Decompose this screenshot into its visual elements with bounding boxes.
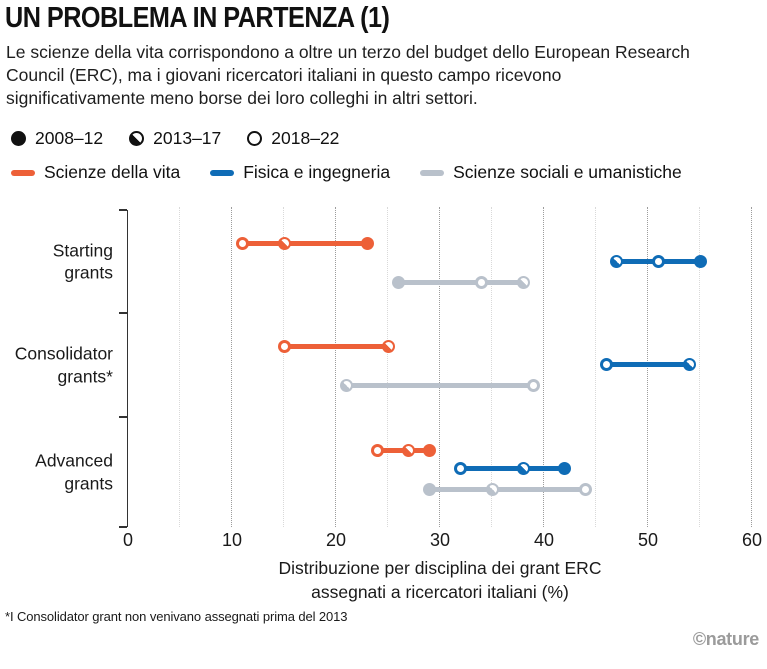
chart-description: Le scienze della vita corrispondono a ol… [6,42,690,109]
legend-item-2013-17: 2013–17 [129,128,221,149]
legend-label: Scienze della vita [44,162,181,183]
legend-label: Scienze sociali e umanistiche [453,162,682,183]
gridline [751,207,752,527]
data-point-half [683,357,697,371]
data-point-open [599,357,613,371]
legend-label: Fisica e ingegneria [243,162,391,183]
range-line [284,343,388,349]
data-point-open [651,254,665,268]
x-tick-label: 60 [741,530,763,550]
data-point-open [475,275,489,289]
legend-item-2008-12: 2008–12 [11,128,103,149]
data-point-open [579,482,593,496]
period-legend: 2008–12 2013–17 2018–22 [5,128,767,149]
data-point-half [485,482,499,496]
range-line [242,240,368,246]
data-point-half [339,378,353,392]
gridline [335,207,336,527]
x-axis-label: Distribuzione per disciplina dei grant E… [278,558,602,602]
legend-item-scienze-sociali: Scienze sociali e umanistiche [420,162,682,183]
gridline [439,207,440,527]
legend-label: 2013–17 [153,128,222,149]
gridline [179,207,180,527]
x-tick-label: 40 [533,530,555,550]
nature-credit: ©nature [692,629,759,649]
range-line [460,465,565,471]
gridline [543,207,544,527]
data-point-half [610,254,624,268]
legend-item-scienze-della-vita: Scienze della vita [11,162,180,183]
data-point-filled [423,443,437,457]
header: UN PROBLEMA IN PARTENZA (1) Le scienze d… [0,0,767,183]
gridline [231,207,232,527]
data-point-filled [423,482,437,496]
data-point-open [454,461,468,475]
data-point-open [527,378,541,392]
category-label: Consolidator grants* [14,343,113,386]
gray-dash-icon [420,169,445,176]
x-tick-label: 20 [325,530,347,550]
data-point-half [381,339,395,353]
data-point-open [371,443,385,457]
y-axis-line [126,210,129,527]
x-tick-label: 50 [637,530,659,550]
range-line [606,361,690,367]
data-point-half [516,275,530,289]
gridline [387,207,388,527]
data-point-filled [391,275,405,289]
legend-item-fisica-e-ingegneria: Fisica e ingegneria [210,162,390,183]
category-label: Starting grants [52,239,113,283]
axis-tick [119,312,127,314]
gridline [647,207,648,527]
range-line [398,279,524,285]
footnote: *I Consolidator grant non venivano asseg… [5,609,348,624]
data-point-half [402,443,416,457]
orange-dash-icon [11,169,35,176]
open-circle-icon [247,131,263,147]
series-legend: Scienze della vita Fisica e ingegneria S… [5,162,767,183]
range-line [346,382,534,388]
blue-dash-icon [210,169,235,176]
legend-label: 2008–12 [35,128,104,149]
data-point-half [277,236,291,250]
legend-item-2018-22: 2018–22 [247,128,339,149]
x-tick-label: 30 [429,530,451,550]
axis-tick [119,526,127,528]
data-point-open [277,339,291,353]
gridline [595,207,596,527]
chart-area: Starting grants Consolidator grants* Advan… [0,200,767,669]
x-tick-label: 10 [221,530,243,550]
axis-tick [119,209,127,211]
x-tick-label: 0 [122,530,133,550]
gridline [699,207,700,527]
gridline [491,207,492,527]
data-point-filled [558,461,572,475]
data-point-half [516,461,530,475]
legend-label: 2018–22 [271,128,340,149]
chart-title: UN PROBLEMA IN PARTENZA (1) [5,2,390,34]
category-label: Advanced grants [35,450,113,493]
data-point-filled [693,254,707,268]
range-line [429,486,586,492]
half-filled-circle-icon [129,131,145,147]
filled-circle-icon [11,131,26,147]
axis-tick [119,416,127,418]
gridline [283,207,284,527]
data-point-filled [360,236,374,250]
data-point-open [235,236,249,250]
